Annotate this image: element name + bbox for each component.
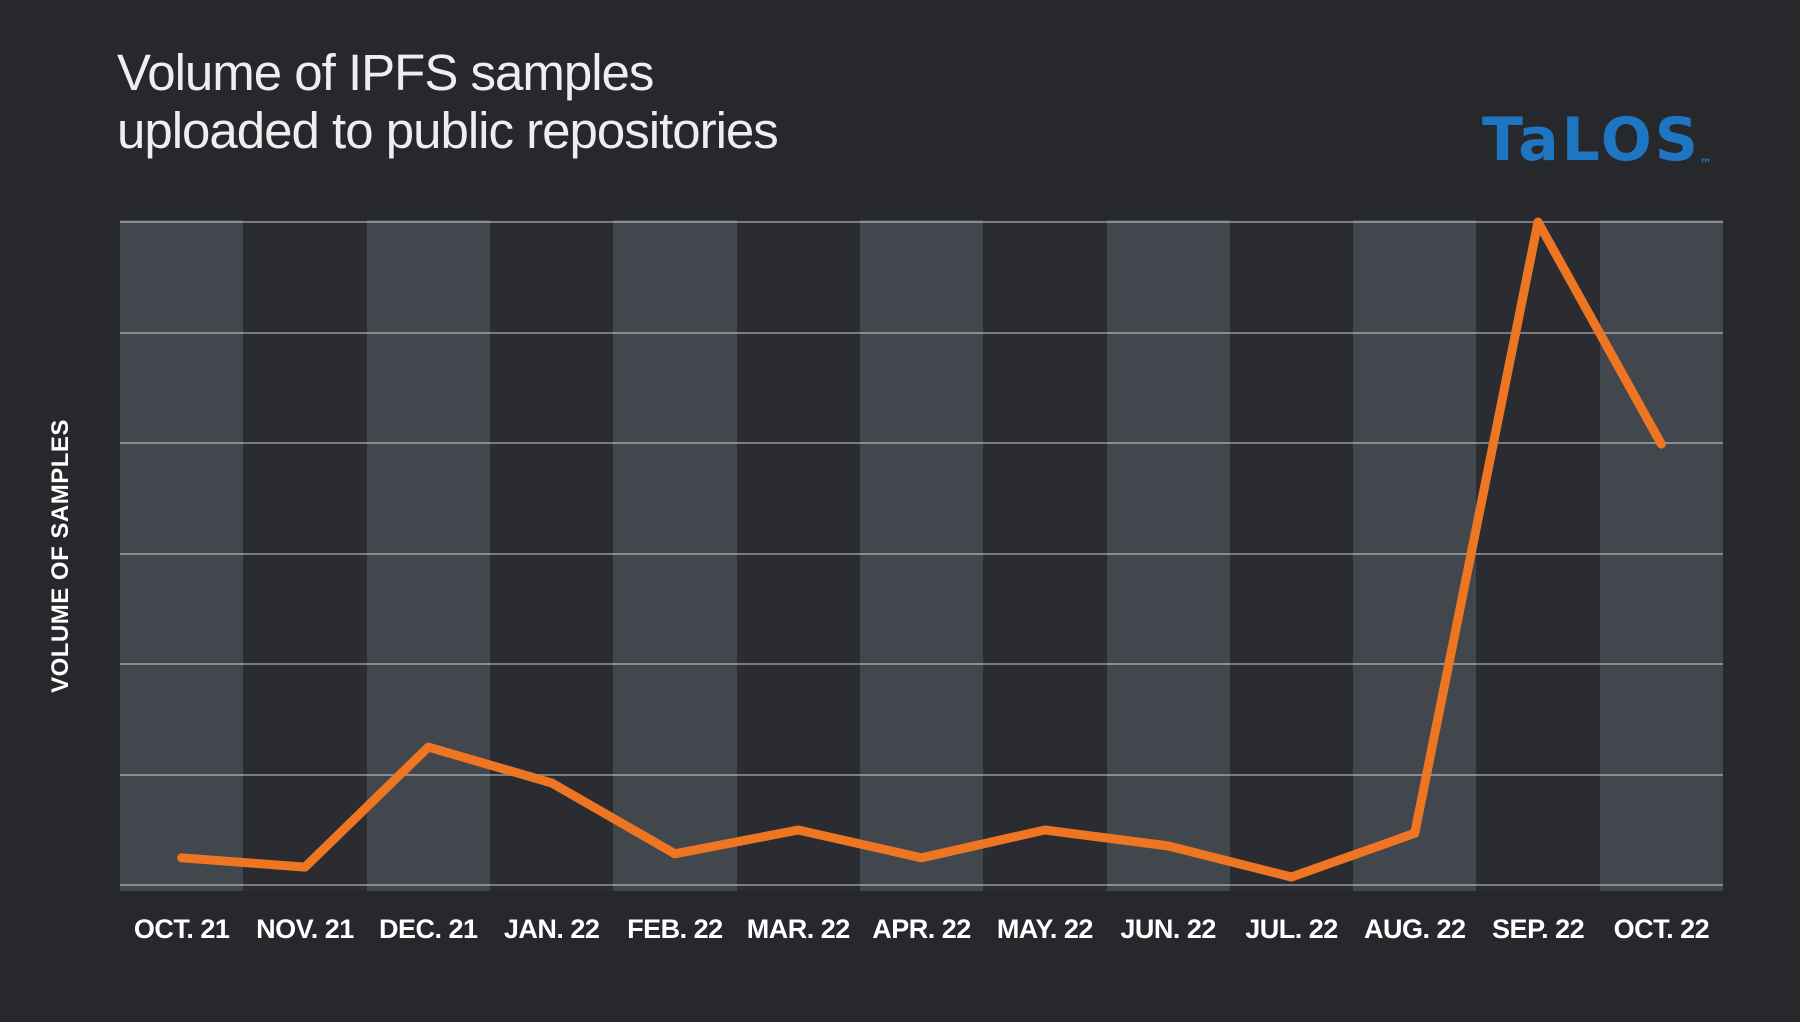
gridline	[120, 221, 1723, 223]
x-axis-label: APR. 22	[872, 914, 971, 944]
x-axis-label: SEP. 22	[1492, 914, 1585, 944]
gridline	[120, 552, 1723, 555]
plot-band	[859, 220, 984, 891]
x-axis-label: MAR. 22	[746, 914, 851, 944]
gridlines	[120, 220, 1723, 891]
x-axis-label: JUL. 22	[1245, 914, 1338, 944]
trademark-symbol: ™	[1699, 157, 1712, 172]
plot-band	[366, 220, 490, 891]
data-line	[177, 217, 1666, 882]
plot-band	[613, 220, 737, 891]
x-axis-label: AUG. 22	[1364, 914, 1466, 944]
data-line-svg	[177, 217, 1666, 882]
gridline	[120, 331, 1723, 334]
plot-band	[120, 220, 244, 891]
plot-band	[1229, 220, 1354, 891]
x-axis-label: NOV. 21	[256, 914, 354, 944]
y-axis-label-wrap: VOLUME OF SAMPLES	[38, 220, 84, 891]
x-axis-labels: OCT. 21 NOV. 21 DEC. 21 JAN. 22 FEB. 22 MAR. …	[120, 914, 1723, 945]
x-axis-label: JAN. 22	[503, 914, 600, 944]
talos-logo: TaLOS™	[1482, 108, 1714, 189]
x-axis-label: DEC. 21	[379, 914, 478, 944]
plot-band	[1476, 220, 1600, 891]
y-axis-label: VOLUME OF SAMPLES	[47, 418, 75, 693]
plot-bands	[120, 220, 1724, 891]
plot-band	[1353, 220, 1477, 891]
plot-band	[1106, 220, 1230, 891]
gridline	[120, 884, 1723, 886]
gridline	[120, 773, 1723, 776]
page-title-line2: uploaded to public repositories	[117, 102, 779, 159]
x-axis-label: MAY. 22	[996, 914, 1094, 944]
gridline	[120, 442, 1723, 444]
plot-band	[1599, 220, 1724, 891]
chart-area	[120, 217, 1724, 891]
page-title: Volume of IPFS samples uploaded to publi…	[117, 44, 779, 160]
x-axis-label: OCT. 22	[1613, 914, 1710, 944]
x-axis-label: JUN. 22	[1120, 914, 1216, 944]
page-title-line1: Volume of IPFS samples	[117, 44, 654, 101]
plot-band	[736, 220, 860, 891]
talos-logo-text: TaLOS	[1482, 105, 1701, 175]
plot-band	[983, 220, 1107, 891]
x-axis-label: OCT. 21	[133, 914, 230, 944]
plot-band	[243, 220, 367, 891]
x-axis-label: FEB. 22	[627, 914, 723, 944]
gridline	[120, 663, 1723, 665]
